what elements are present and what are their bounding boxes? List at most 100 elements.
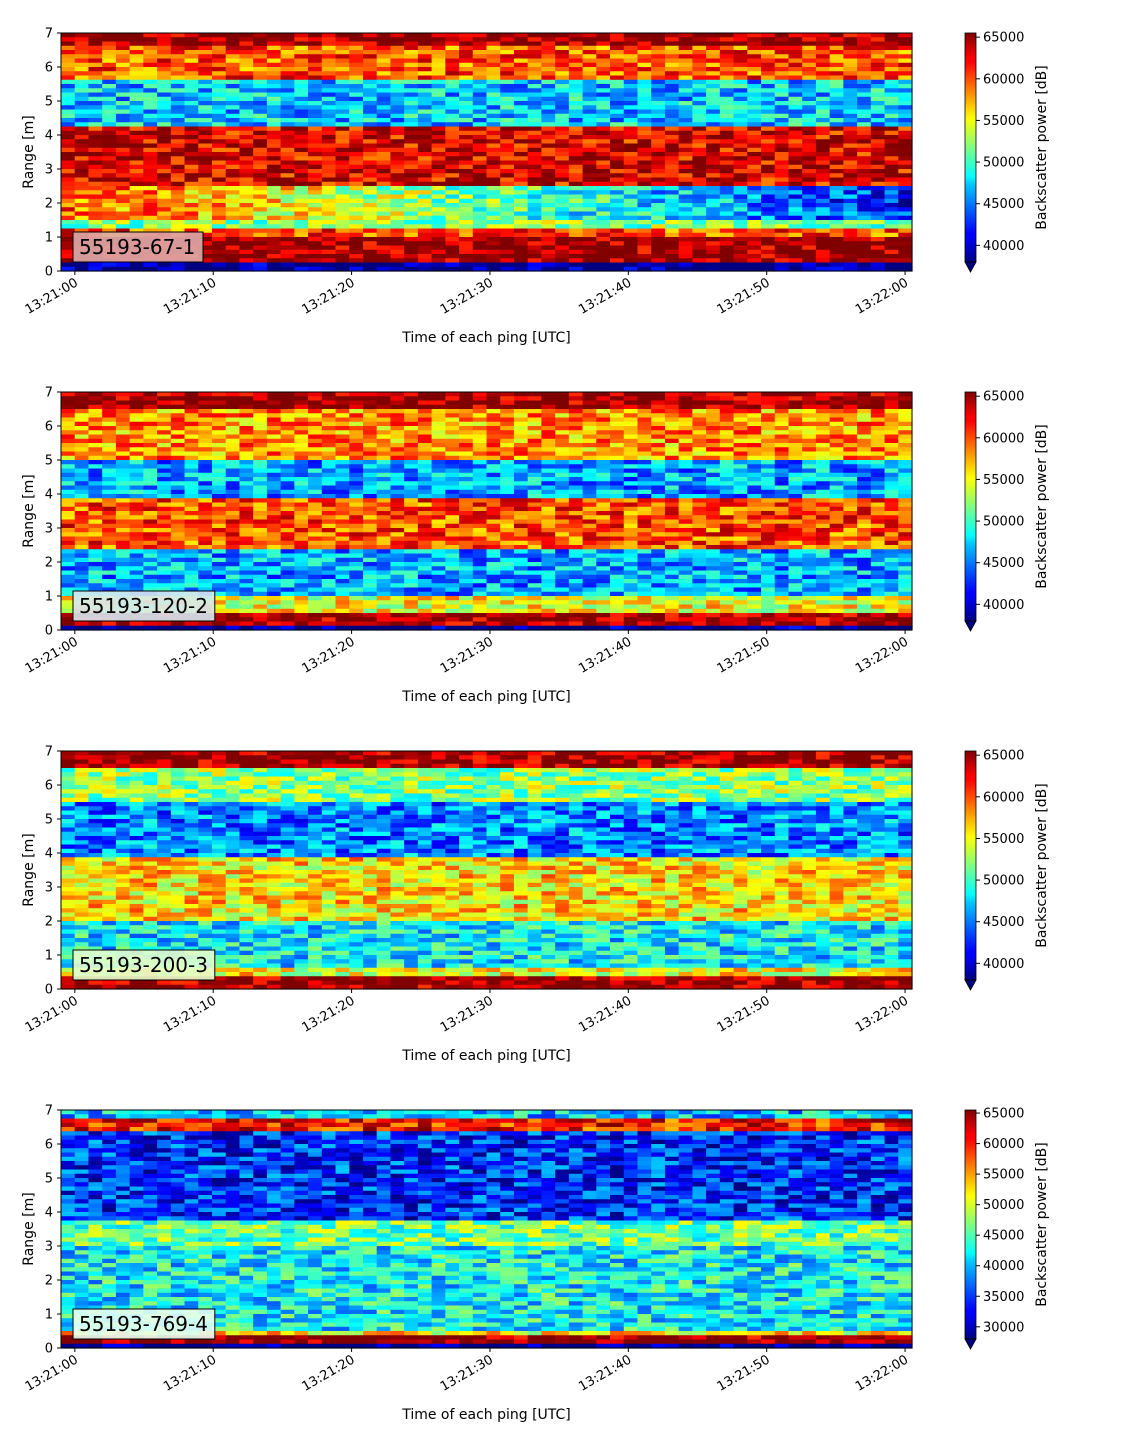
heatmap-cell bbox=[102, 447, 117, 453]
heatmap-cell bbox=[376, 164, 392, 170]
heatmap-cell bbox=[349, 152, 364, 157]
heatmap-cell bbox=[623, 67, 639, 72]
heatmap-cell bbox=[884, 262, 899, 268]
heatmap-cell bbox=[335, 489, 350, 495]
heatmap-cell bbox=[870, 50, 886, 55]
heatmap-cell bbox=[349, 523, 364, 529]
heatmap-cell bbox=[184, 50, 199, 55]
heatmap-cell bbox=[761, 207, 776, 213]
heatmap-cell bbox=[349, 413, 364, 419]
heatmap-cell bbox=[335, 220, 350, 225]
heatmap-cell bbox=[774, 135, 790, 140]
heatmap-cell bbox=[335, 164, 350, 170]
heatmap-cell bbox=[88, 96, 103, 102]
heatmap-cell bbox=[513, 173, 529, 179]
heatmap-cell bbox=[527, 156, 543, 162]
heatmap-cell bbox=[157, 583, 172, 589]
heatmap-cell bbox=[61, 600, 76, 606]
heatmap-cell bbox=[61, 430, 76, 436]
heatmap-cell bbox=[815, 186, 831, 191]
heatmap-cell bbox=[404, 625, 419, 631]
heatmap-cell bbox=[308, 118, 323, 123]
heatmap-cell bbox=[253, 262, 268, 268]
heatmap-cell bbox=[829, 228, 844, 234]
heatmap-cell bbox=[513, 37, 529, 43]
heatmap-cell bbox=[239, 228, 254, 234]
heatmap-cell bbox=[170, 455, 186, 461]
heatmap-cell bbox=[802, 228, 817, 234]
heatmap-cell bbox=[266, 566, 282, 572]
heatmap-cell bbox=[280, 203, 295, 208]
heatmap-cell bbox=[266, 625, 282, 631]
heatmap-cell bbox=[321, 62, 337, 68]
heatmap-cell bbox=[678, 181, 693, 187]
heatmap-cell bbox=[115, 62, 131, 68]
heatmap-cell bbox=[774, 92, 790, 98]
heatmap-cell bbox=[664, 147, 680, 153]
heatmap-cell bbox=[143, 421, 158, 427]
heatmap-cell bbox=[898, 198, 913, 204]
heatmap-cell bbox=[651, 181, 666, 187]
heatmap-cell bbox=[211, 135, 227, 140]
heatmap-cell bbox=[349, 600, 364, 606]
heatmap-cell bbox=[596, 215, 611, 221]
heatmap-cell bbox=[211, 228, 227, 234]
heatmap-cell bbox=[376, 37, 392, 43]
heatmap-cell bbox=[115, 101, 131, 106]
heatmap-cell bbox=[733, 181, 748, 187]
heatmap-cell bbox=[390, 50, 405, 55]
heatmap-cell bbox=[239, 224, 254, 230]
heatmap-cell bbox=[88, 262, 103, 268]
heatmap-cell bbox=[349, 194, 364, 200]
heatmap-cell bbox=[349, 421, 364, 427]
heatmap-cell bbox=[500, 58, 515, 64]
heatmap-cell bbox=[143, 190, 158, 196]
heatmap-cell bbox=[870, 215, 886, 221]
heatmap-cell bbox=[747, 54, 762, 60]
heatmap-cell bbox=[857, 122, 872, 128]
heatmap-cell bbox=[596, 211, 611, 217]
heatmap-cell bbox=[335, 203, 350, 208]
heatmap-cell bbox=[266, 67, 282, 72]
heatmap-cell bbox=[431, 186, 446, 191]
heatmap-cell bbox=[308, 404, 323, 410]
heatmap-cell bbox=[294, 443, 309, 448]
heatmap-cell bbox=[280, 54, 295, 60]
heatmap-cell bbox=[88, 156, 103, 162]
heatmap-cell bbox=[74, 447, 90, 453]
heatmap-cell bbox=[678, 41, 693, 47]
heatmap-cell bbox=[761, 71, 776, 77]
heatmap-cell bbox=[857, 164, 872, 170]
heatmap-cell bbox=[417, 173, 433, 179]
heatmap-cell bbox=[239, 426, 254, 431]
heatmap-cell bbox=[308, 92, 323, 98]
heatmap-cell bbox=[170, 417, 186, 423]
heatmap-cell bbox=[349, 451, 364, 457]
heatmap-cell bbox=[143, 451, 158, 457]
heatmap-cell bbox=[239, 596, 254, 601]
heatmap-cell bbox=[637, 258, 652, 264]
heatmap-cell bbox=[390, 553, 405, 559]
heatmap-cell bbox=[802, 33, 817, 38]
heatmap-cell bbox=[335, 621, 350, 627]
heatmap-cell bbox=[664, 249, 680, 255]
heatmap-cell bbox=[184, 220, 199, 225]
heatmap-cell bbox=[253, 164, 268, 170]
heatmap-cell bbox=[61, 135, 76, 140]
heatmap-cell bbox=[102, 92, 117, 98]
heatmap-cell bbox=[898, 220, 913, 225]
heatmap-cell bbox=[308, 143, 323, 149]
heatmap-cell bbox=[513, 190, 529, 196]
heatmap-cell bbox=[527, 101, 543, 106]
heatmap-cell bbox=[623, 224, 639, 230]
heatmap-cell bbox=[321, 147, 337, 153]
heatmap-cell bbox=[472, 258, 488, 264]
heatmap-cell bbox=[74, 545, 90, 550]
heatmap-cell bbox=[308, 528, 323, 533]
heatmap-cell bbox=[294, 194, 309, 200]
heatmap-cell bbox=[459, 54, 474, 60]
heatmap-cell bbox=[747, 122, 762, 128]
heatmap-cell bbox=[115, 211, 131, 217]
heatmap-cell bbox=[774, 258, 790, 264]
heatmap-cell bbox=[719, 241, 735, 247]
